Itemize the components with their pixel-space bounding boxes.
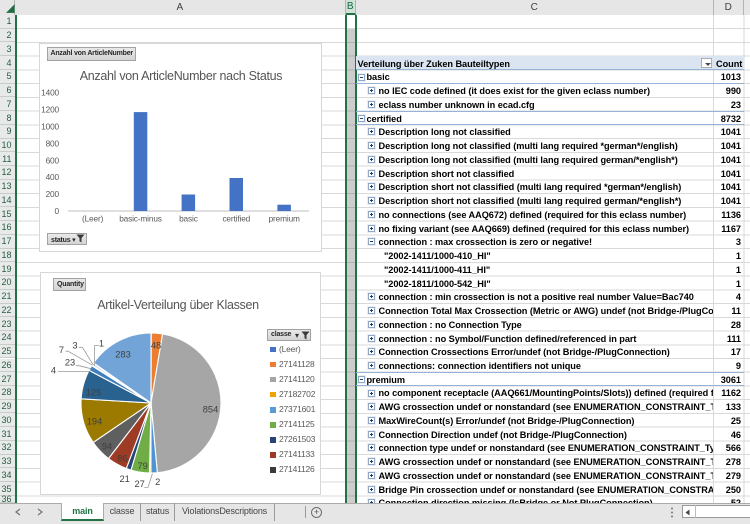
svg-text:27: 27 [135, 479, 145, 489]
svg-text:79: 79 [138, 461, 148, 471]
svg-text:400: 400 [46, 172, 60, 182]
svg-text:2: 2 [155, 477, 160, 487]
svg-text:basic-minus: basic-minus [119, 214, 162, 224]
svg-text:94: 94 [102, 442, 112, 452]
svg-text:86: 86 [118, 454, 128, 464]
svg-text:1200: 1200 [41, 105, 59, 115]
svg-text:1400: 1400 [41, 88, 59, 98]
svg-text:23: 23 [65, 358, 75, 368]
svg-text:(Leer): (Leer) [82, 214, 104, 224]
svg-text:800: 800 [46, 138, 60, 148]
svg-text:7: 7 [59, 345, 64, 355]
svg-text:200: 200 [46, 189, 60, 199]
svg-text:basic: basic [179, 214, 198, 224]
svg-text:854: 854 [203, 405, 219, 415]
svg-text:48: 48 [151, 341, 161, 351]
svg-text:21: 21 [120, 474, 130, 484]
svg-text:194: 194 [87, 417, 103, 427]
svg-text:premium: premium [269, 214, 300, 224]
svg-text:4: 4 [51, 366, 56, 376]
svg-text:125: 125 [86, 388, 102, 398]
svg-text:Anzahl von ArticleNumber nach: Anzahl von ArticleNumber nach Status [80, 69, 283, 83]
svg-text:1: 1 [99, 339, 104, 349]
svg-text:3: 3 [72, 341, 77, 351]
svg-text:600: 600 [46, 155, 60, 165]
svg-text:1000: 1000 [41, 122, 59, 132]
svg-text:Artikel-Verteilung über Klasse: Artikel-Verteilung über Klassen [97, 298, 259, 312]
svg-text:0: 0 [55, 206, 60, 216]
svg-text:certified: certified [222, 214, 250, 224]
svg-text:283: 283 [115, 350, 131, 360]
